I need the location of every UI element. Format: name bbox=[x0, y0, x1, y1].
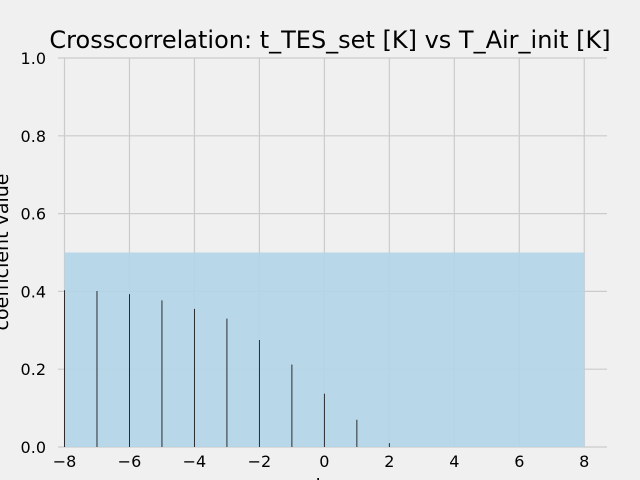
y-tick-labels: 0.0 0.2 0.4 0.6 0.8 1.0 bbox=[21, 49, 46, 457]
y-tick-label: 0.8 bbox=[21, 127, 46, 146]
chart-title: Crosscorrelation: t_TES_set [K] vs T_Air… bbox=[49, 26, 610, 54]
y-tick-label: 0.6 bbox=[21, 205, 46, 224]
x-tick-label: 0 bbox=[319, 452, 329, 471]
y-tick-label: 0.4 bbox=[21, 282, 46, 301]
x-tick-label: −2 bbox=[248, 452, 272, 471]
x-tick-labels: −8 −6 −4 −2 0 2 4 6 8 bbox=[53, 452, 590, 471]
x-tick-label: −6 bbox=[118, 452, 142, 471]
x-tick-label: 4 bbox=[449, 452, 459, 471]
x-tick-label: 8 bbox=[579, 452, 589, 471]
y-tick-label: 0.2 bbox=[21, 360, 46, 379]
bars-layer bbox=[64, 290, 390, 447]
x-tick-label: 2 bbox=[384, 452, 394, 471]
y-tick-label: 1.0 bbox=[21, 49, 46, 68]
x-tick-label: −8 bbox=[53, 452, 77, 471]
y-axis-label: coefficient value bbox=[0, 174, 13, 331]
y-tick-label: 0.0 bbox=[21, 438, 46, 457]
x-tick-label: 6 bbox=[514, 452, 524, 471]
x-tick-label: −4 bbox=[183, 452, 207, 471]
x-axis-label: lag bbox=[316, 475, 345, 480]
